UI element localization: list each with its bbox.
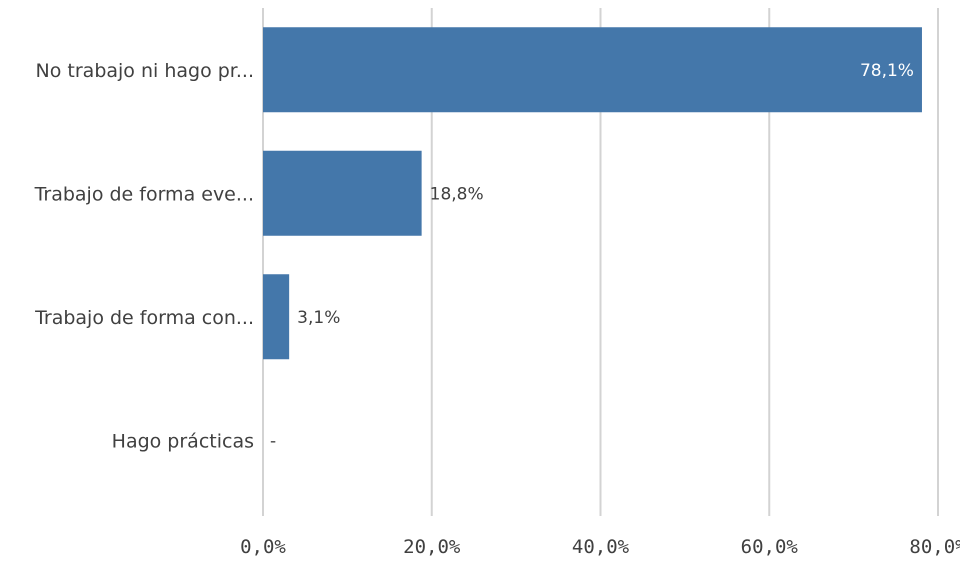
x-tick-label: 40,0% — [572, 536, 630, 558]
x-tick-label: 80,0% — [909, 536, 960, 558]
value-label: 3,1% — [297, 308, 340, 328]
bar[interactable] — [263, 27, 922, 113]
category-label: Trabajo de forma eve... — [34, 183, 254, 205]
value-label: 18,8% — [430, 184, 484, 204]
bars-layer — [263, 27, 922, 360]
category-label: Trabajo de forma con... — [34, 307, 254, 329]
x-tick-label: 0,0% — [240, 536, 286, 558]
x-tick-label: 60,0% — [741, 536, 799, 558]
category-label: No trabajo ni hago pr... — [36, 60, 254, 82]
x-tick-label: 20,0% — [403, 536, 461, 558]
bar[interactable] — [263, 274, 290, 360]
category-label: Hago prácticas — [112, 430, 254, 452]
value-label: 78,1% — [860, 61, 914, 81]
labels-layer: 0,0% 20,0% 40,0% 60,0% 80,0% No trabajo ni ha… — [34, 60, 960, 558]
value-label: - — [270, 431, 276, 451]
bar[interactable] — [263, 150, 422, 236]
